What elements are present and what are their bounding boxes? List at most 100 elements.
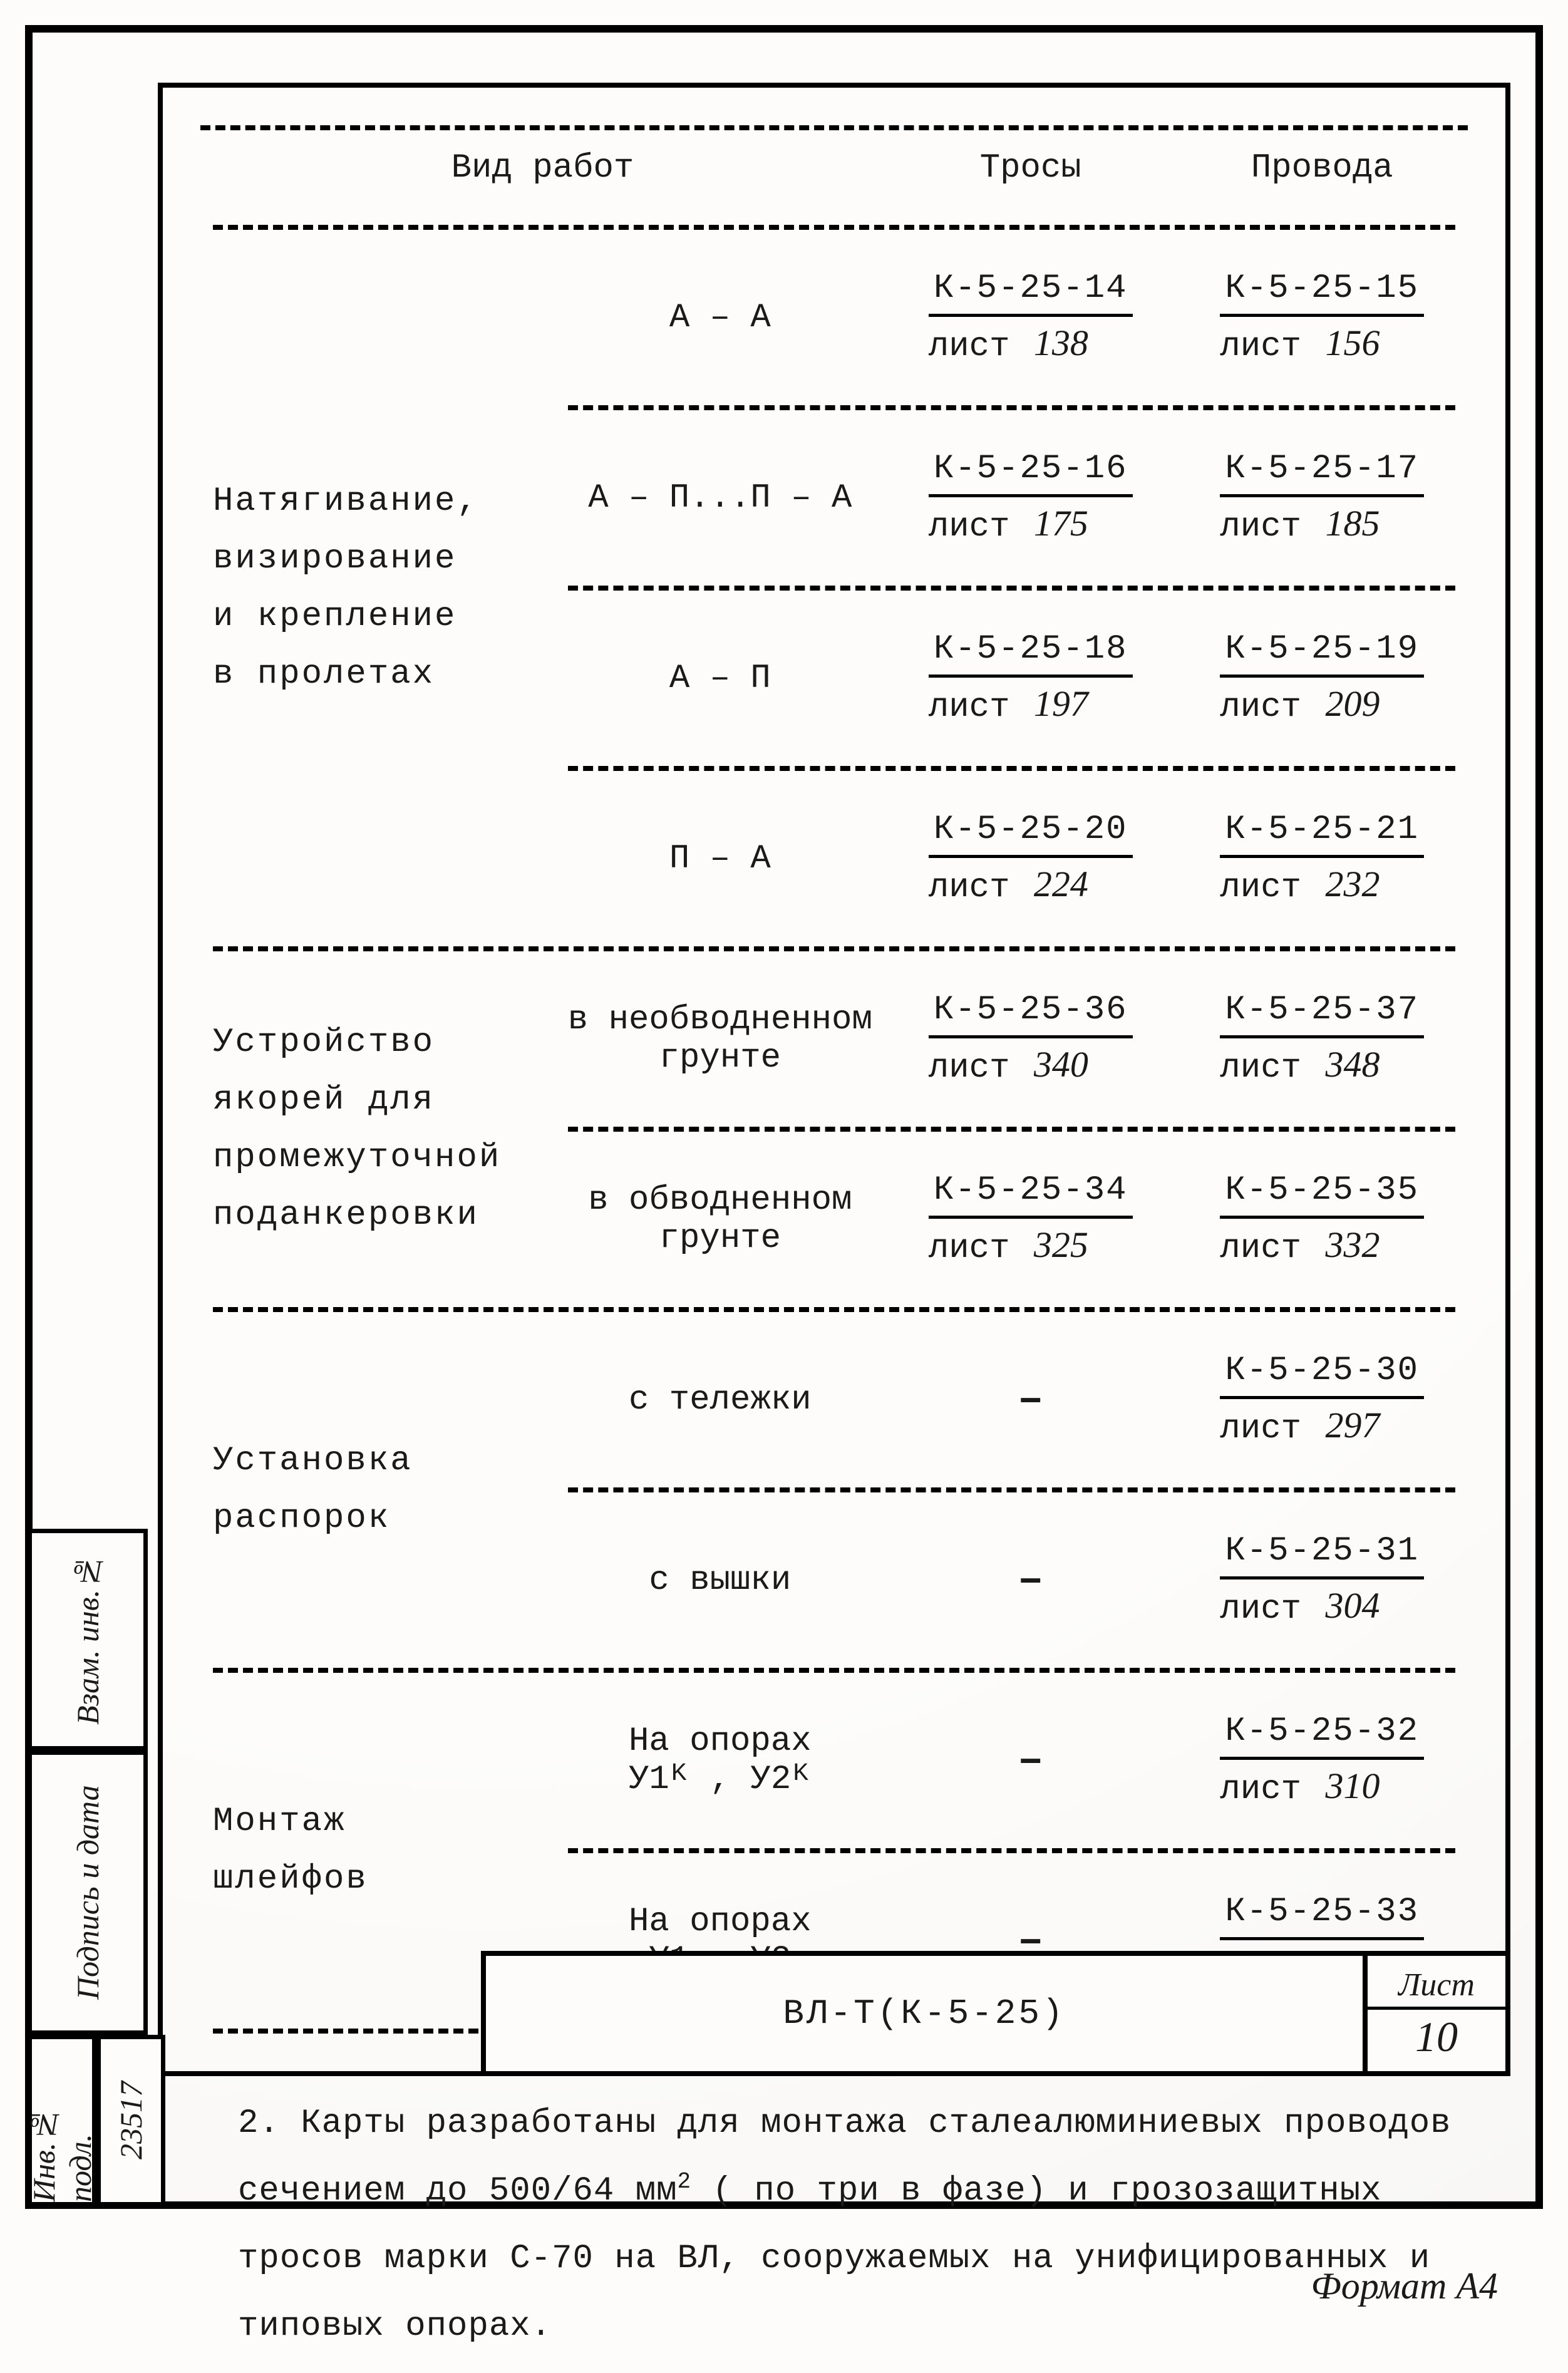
cables-cell: К-5-25-18лист 197 (885, 609, 1177, 747)
reference-code: К-5-25-14 (929, 267, 1133, 317)
reference-page-num: 332 (1321, 1224, 1380, 1265)
sheet-number-box: Лист 10 (1363, 1951, 1510, 2076)
reference-sheet: лист 224 (929, 858, 1133, 909)
header-cables: Тросы (885, 130, 1177, 206)
reference-page-num: 348 (1321, 1044, 1380, 1085)
reference-code: К-5-25-21 (1220, 809, 1424, 858)
sub-condition-cell: На опорахУ1ᴷ , У2ᴷ (555, 1692, 885, 1829)
table-header-row: Вид работ Тросы Провода (200, 130, 1468, 206)
sub-condition-cell: П – А (555, 790, 885, 928)
sub-condition-cell: в обводненномгрунте (555, 1150, 885, 1288)
reference-page-num: 325 (1030, 1224, 1088, 1265)
document-code: ВЛ-Т(К-5-25) (481, 1951, 1363, 2076)
empty-dash: – (1018, 1556, 1044, 1605)
work-type-cell: Устройствоякорей дляпромежуточнойподанке… (200, 970, 555, 1288)
table-row: Установкараспорокс тележки–К-5-25-30лист… (200, 1331, 1468, 1469)
wires-cell: К-5-25-19лист 209 (1176, 609, 1468, 747)
table-row: МонтажшлейфовНа опорахУ1ᴷ , У2ᴷ–К-5-25-3… (200, 1692, 1468, 1829)
sub-condition-cell: А – П...П – А (555, 429, 885, 567)
reference-page-num: 297 (1321, 1405, 1380, 1445)
reference-code: К-5-25-16 (929, 448, 1133, 497)
note-superscript: 2 (678, 2169, 692, 2195)
reference-sheet: лист 304 (1220, 1579, 1424, 1631)
title-block: ВЛ-Т(К-5-25) Лист 10 (481, 1951, 1510, 2076)
empty-dash: – (1018, 1375, 1044, 1425)
reference-code: К-5-25-31 (1220, 1530, 1424, 1579)
wires-cell: К-5-25-21лист 232 (1176, 790, 1468, 928)
sheet-label: Лист (1368, 1967, 1505, 2010)
reference-page-num: 197 (1030, 683, 1088, 724)
inv-number-label: Инв.№ подл. (28, 2035, 96, 2206)
wires-cell: К-5-25-35лист 332 (1176, 1150, 1468, 1288)
reference-cell: К-5-25-15лист 156 (1220, 267, 1424, 368)
sub-condition-cell: А – П (555, 609, 885, 747)
empty-dash: – (1018, 1736, 1044, 1786)
reference-code: К-5-25-36 (929, 989, 1133, 1038)
reference-cell: К-5-25-37лист 348 (1220, 989, 1424, 1089)
reference-sheet: лист 175 (929, 497, 1133, 549)
note-paragraph: 2. Карты разработаны для монтажа сталеал… (200, 2052, 1468, 2373)
reference-page-num: 138 (1030, 323, 1088, 363)
reference-cell: К-5-25-34лист 325 (929, 1169, 1133, 1269)
reference-page-num: 185 (1321, 503, 1380, 544)
reference-code: К-5-25-30 (1220, 1350, 1424, 1399)
reference-cell: К-5-25-35лист 332 (1220, 1169, 1424, 1269)
cables-cell: – (885, 1692, 1177, 1829)
reference-sheet: лист 138 (929, 317, 1133, 368)
reference-page-num: 304 (1321, 1585, 1380, 1626)
section-dash-row (200, 928, 1468, 970)
reference-code: К-5-25-33 (1220, 1891, 1424, 1940)
cables-cell: – (885, 1331, 1177, 1469)
reference-code: К-5-25-18 (929, 628, 1133, 678)
reference-sheet: лист 348 (1220, 1038, 1424, 1090)
reference-cell: К-5-25-21лист 232 (1220, 809, 1424, 909)
reference-sheet: лист 185 (1220, 497, 1424, 549)
page: Вид работ Тросы Провода Натягивание,визи… (25, 25, 1543, 2209)
reference-page-num: 224 (1030, 864, 1088, 904)
sub-condition-cell: с тележки (555, 1331, 885, 1469)
divider (200, 125, 1468, 130)
reference-cell: К-5-25-17лист 185 (1220, 448, 1424, 548)
reference-sheet: лист 340 (929, 1038, 1133, 1090)
reference-code: К-5-25-37 (1220, 989, 1424, 1038)
wires-cell: К-5-25-37лист 348 (1176, 970, 1468, 1108)
side-margin-stack: Инв.№ подл. 23517 Подпись и дата Взам. и… (28, 1529, 148, 2206)
sub-condition-cell: А – А (555, 249, 885, 386)
reference-code: К-5-25-15 (1220, 267, 1424, 317)
sign-date-label: Подпись и дата (28, 1750, 148, 2035)
reference-page-num: 156 (1321, 323, 1380, 363)
reference-sheet: лист 232 (1220, 858, 1424, 909)
reference-page-num: 175 (1030, 503, 1088, 544)
reference-code: К-5-25-19 (1220, 628, 1424, 678)
sheet-number: 10 (1415, 2010, 1458, 2060)
cables-cell: К-5-25-20лист 224 (885, 790, 1177, 928)
wires-cell: К-5-25-32лист 310 (1176, 1692, 1468, 1829)
reference-cell: К-5-25-36лист 340 (929, 989, 1133, 1089)
wires-cell: К-5-25-31лист 304 (1176, 1511, 1468, 1649)
reference-sheet: лист 325 (929, 1219, 1133, 1270)
cables-cell: К-5-25-36лист 340 (885, 970, 1177, 1108)
reference-code: К-5-25-34 (929, 1169, 1133, 1219)
reference-code: К-5-25-35 (1220, 1169, 1424, 1219)
work-type-cell: Натягивание,визированиеи креплениев прол… (200, 249, 555, 928)
reference-cell: К-5-25-14лист 138 (929, 267, 1133, 368)
cables-cell: – (885, 1511, 1177, 1649)
reference-cell: К-5-25-31лист 304 (1220, 1530, 1424, 1630)
reference-code: К-5-25-17 (1220, 448, 1424, 497)
section-dash-row (200, 1288, 1468, 1331)
reference-sheet: лист 209 (1220, 678, 1424, 729)
cables-cell: К-5-25-34лист 325 (885, 1150, 1177, 1288)
sub-condition-cell: в необводненномгрунте (555, 970, 885, 1108)
sub-condition-cell: с вышки (555, 1511, 885, 1649)
reference-sheet: лист 156 (1220, 317, 1424, 368)
reference-cell: К-5-25-30лист 297 (1220, 1350, 1424, 1450)
reference-cell: К-5-25-19лист 209 (1220, 628, 1424, 728)
reference-sheet: лист 332 (1220, 1219, 1424, 1270)
reference-sheet: лист 197 (929, 678, 1133, 729)
content-frame: Вид работ Тросы Провода Натягивание,визи… (158, 83, 1510, 2076)
table-row: Натягивание,визированиеи креплениев прол… (200, 249, 1468, 386)
work-type-cell: Установкараспорок (200, 1331, 555, 1649)
header-wires: Провода (1176, 130, 1468, 206)
reference-cell: К-5-25-16лист 175 (929, 448, 1133, 548)
wires-cell: К-5-25-30лист 297 (1176, 1331, 1468, 1469)
